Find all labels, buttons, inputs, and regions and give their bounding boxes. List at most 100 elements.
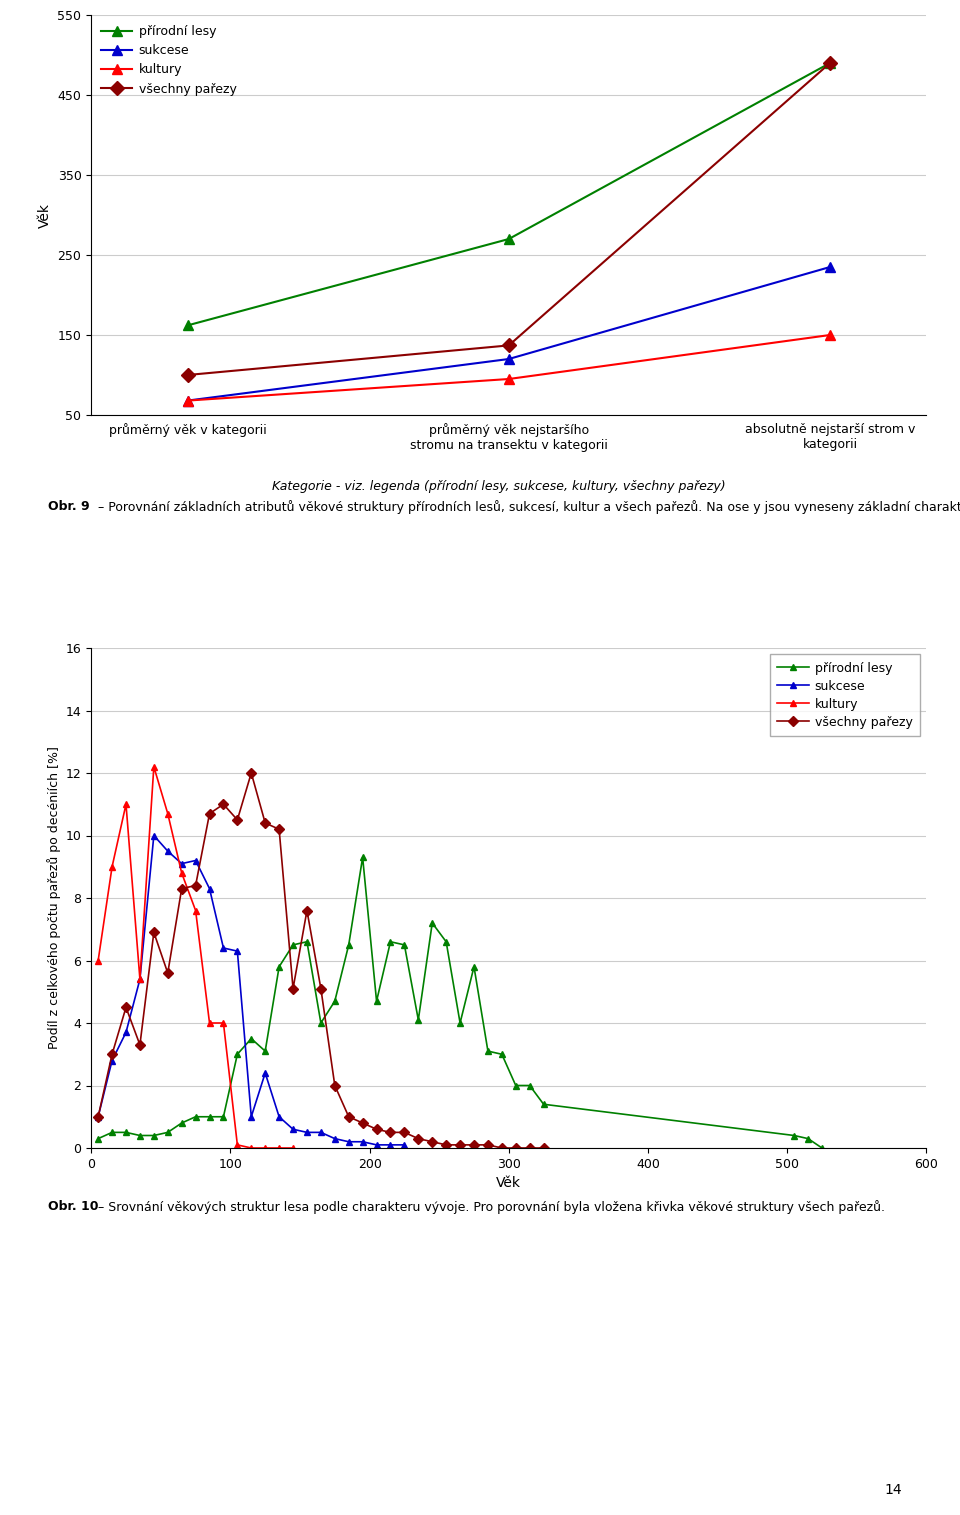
Line: všechny pařezy: všechny pařezy [95,770,547,1151]
všechny pařezy [329,1077,341,1095]
sukcese [315,1123,326,1141]
sukcese [274,1107,285,1126]
všechny pařezy [524,1139,536,1157]
sukcese [231,942,243,961]
všechny pařezy [413,1130,424,1148]
sukcese [246,1107,257,1126]
všechny pařezy [538,1139,549,1157]
sukcese [162,842,174,861]
přírodní lesy [510,1077,521,1095]
všechny pařezy [510,1139,521,1157]
Line: přírodní lesy: přírodní lesy [95,854,826,1151]
Text: 14: 14 [885,1483,902,1497]
přírodní lesy [454,1014,466,1032]
všechny pařezy [107,1045,118,1064]
kultury [259,1139,271,1157]
přírodní lesy [468,957,480,976]
přírodní lesy [329,992,341,1011]
kultury [92,951,104,970]
kultury [181,391,193,409]
Line: kultury: kultury [95,764,297,1151]
sukcese [190,851,202,870]
všechny pařezy [482,1136,493,1154]
všechny pařezy [162,964,174,982]
všechny pařezy [398,1123,410,1141]
sukcese [825,258,836,276]
přírodní lesy [371,992,382,1011]
kultury [825,326,836,344]
Legend: přírodní lesy, sukcese, kultury, všechny pařezy: přírodní lesy, sukcese, kultury, všechny… [96,20,242,102]
přírodní lesy [315,1014,326,1032]
Legend: přírodní lesy, sukcese, kultury, všechny pařezy: přírodní lesy, sukcese, kultury, všechny… [770,654,920,736]
sukcese [287,1120,299,1138]
přírodní lesy [385,933,396,951]
Text: – Porovnání základních atributů věkové struktury přírodních lesů, sukcesí, kultu: – Porovnání základních atributů věkové s… [94,500,960,514]
přírodní lesy [148,1127,159,1145]
přírodní lesy [218,1107,229,1126]
sukcese [301,1123,313,1141]
přírodní lesy [816,1139,828,1157]
přírodní lesy [413,1011,424,1029]
Y-axis label: Věk: Věk [38,203,52,227]
kultury [218,1014,229,1032]
všechny pařezy [441,1136,452,1154]
sukcese [120,1023,132,1041]
všechny pařezy [92,1107,104,1126]
kultury [148,758,159,776]
přírodní lesy [246,1030,257,1048]
přírodní lesy [343,936,354,954]
sukcese [343,1133,354,1151]
přírodní lesy [825,55,836,73]
přírodní lesy [496,1045,508,1064]
Line: sukcese: sukcese [182,262,835,406]
sukcese [204,880,215,898]
sukcese [385,1136,396,1154]
všechny pařezy [190,876,202,894]
přírodní lesy [259,1042,271,1060]
Text: Kategorie - viz. legenda (přírodní lesy, sukcese, kultury, všechny pařezy): Kategorie - viz. legenda (přírodní lesy,… [273,480,726,492]
kultury [190,901,202,920]
kultury [503,370,515,388]
přírodní lesy [92,1130,104,1148]
Text: Obr. 9: Obr. 9 [48,500,89,514]
všechny pařezy [231,811,243,829]
přírodní lesy [357,848,369,867]
kultury [274,1139,285,1157]
kultury [162,804,174,823]
sukcese [259,1064,271,1082]
přírodní lesy [482,1042,493,1060]
kultury [134,970,146,988]
X-axis label: Věk: Věk [496,1176,521,1191]
přírodní lesy [426,914,438,932]
přírodní lesy [538,1095,549,1114]
Y-axis label: Podíl z celkového počtu pařezů po decéniích [%]: Podíl z celkového počtu pařezů po decéni… [47,747,61,1050]
všechny pařezy [134,1036,146,1054]
všechny pařezy [454,1136,466,1154]
kultury [204,1014,215,1032]
sukcese [371,1136,382,1154]
přírodní lesy [274,957,285,976]
všechny pařezy [315,980,326,998]
všechny pařezy [259,814,271,832]
přírodní lesy [441,933,452,951]
všechny pařezy [287,980,299,998]
přírodní lesy [120,1123,132,1141]
sukcese [148,826,159,844]
sukcese [503,350,515,368]
kultury [246,1139,257,1157]
Line: všechny pařezy: všechny pařezy [182,58,835,380]
sukcese [398,1136,410,1154]
všechny pařezy [301,901,313,920]
kultury [231,1136,243,1154]
všechny pařezy [385,1123,396,1141]
sukcese [181,391,193,409]
přírodní lesy [134,1127,146,1145]
přírodní lesy [204,1107,215,1126]
přírodní lesy [503,230,515,248]
všechny pařezy [274,820,285,838]
Line: sukcese: sukcese [95,832,408,1148]
přírodní lesy [190,1107,202,1126]
všechny pařezy [343,1107,354,1126]
Line: přírodní lesy: přírodní lesy [182,58,835,330]
přírodní lesy [231,1045,243,1064]
